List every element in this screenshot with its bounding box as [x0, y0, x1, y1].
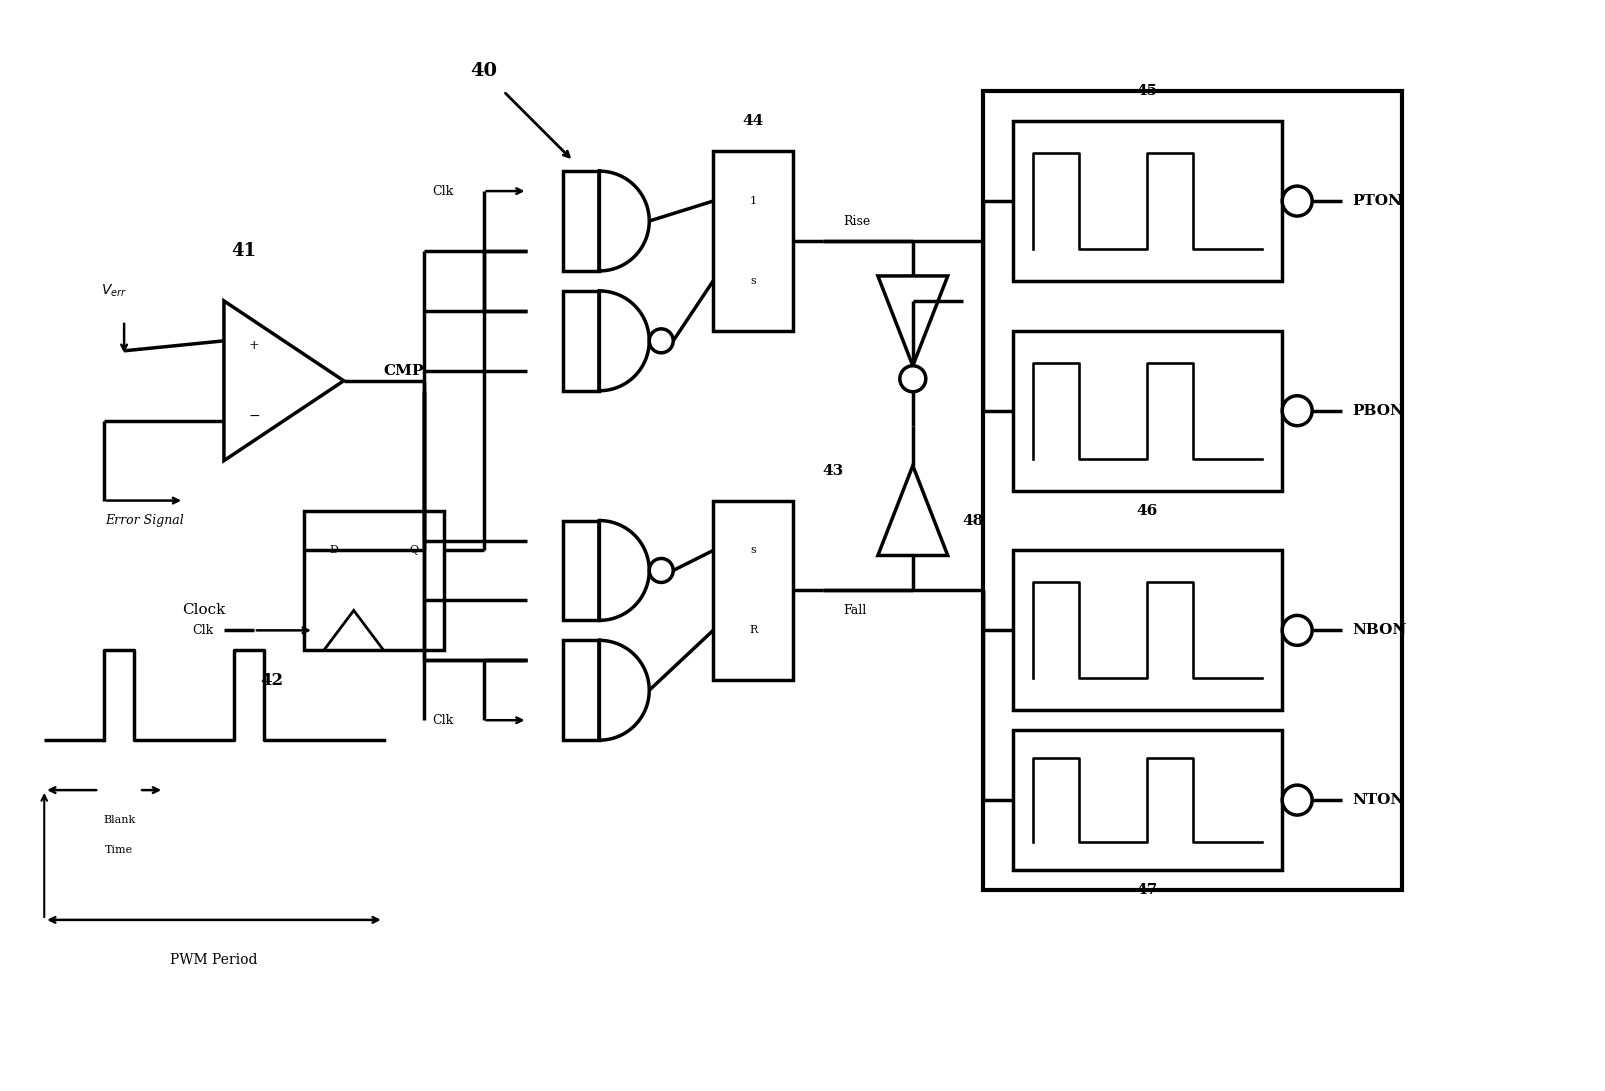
Text: PBON: PBON — [1351, 404, 1403, 418]
Text: PWM Period: PWM Period — [170, 952, 257, 967]
Polygon shape — [599, 291, 648, 391]
Circle shape — [899, 365, 924, 392]
Circle shape — [1281, 615, 1311, 646]
Text: NTON: NTON — [1351, 793, 1403, 807]
Text: R: R — [748, 625, 756, 635]
Text: 1: 1 — [750, 196, 756, 206]
Bar — [563, 520, 599, 621]
Text: Q: Q — [409, 546, 417, 555]
Text: Fall: Fall — [843, 604, 865, 616]
Text: Error Signal: Error Signal — [104, 514, 183, 527]
Bar — [563, 291, 599, 391]
Bar — [1013, 121, 1281, 280]
Circle shape — [1281, 396, 1311, 425]
Text: Blank: Blank — [103, 815, 135, 825]
Text: 44: 44 — [742, 115, 764, 129]
Text: D: D — [329, 546, 339, 555]
Text: PTON: PTON — [1351, 194, 1401, 208]
Bar — [982, 92, 1401, 890]
Polygon shape — [878, 466, 947, 555]
Text: CMP: CMP — [384, 363, 424, 377]
Text: +: + — [249, 339, 258, 352]
Text: NBON: NBON — [1351, 623, 1406, 637]
Text: 45: 45 — [1136, 84, 1157, 98]
Bar — [1013, 551, 1281, 710]
Bar — [1013, 331, 1281, 491]
Text: 43: 43 — [822, 464, 843, 478]
Text: 46: 46 — [1136, 504, 1157, 517]
Circle shape — [1281, 786, 1311, 815]
Bar — [563, 640, 599, 740]
Text: 41: 41 — [231, 242, 257, 260]
Polygon shape — [599, 640, 648, 740]
Text: s: s — [750, 276, 756, 286]
Text: 48: 48 — [961, 514, 982, 528]
Text: −: − — [247, 409, 260, 422]
Bar — [713, 152, 793, 331]
Text: Time: Time — [104, 846, 133, 855]
Circle shape — [648, 559, 672, 583]
Polygon shape — [223, 301, 343, 460]
Bar — [303, 511, 443, 650]
Circle shape — [648, 328, 672, 352]
Text: Clk: Clk — [193, 624, 213, 637]
Text: Rise: Rise — [843, 215, 870, 228]
Text: 40: 40 — [470, 62, 496, 81]
Bar — [713, 501, 793, 681]
Polygon shape — [599, 171, 648, 271]
Text: s: s — [750, 546, 756, 555]
Circle shape — [1281, 187, 1311, 216]
Text: 42: 42 — [260, 672, 284, 688]
Bar — [563, 171, 599, 271]
Text: Clk: Clk — [432, 714, 453, 727]
Text: $V_{err}$: $V_{err}$ — [101, 283, 127, 299]
Text: 47: 47 — [1136, 883, 1157, 897]
Text: Clock: Clock — [183, 603, 226, 618]
Text: Clk: Clk — [432, 184, 453, 197]
Bar — [1013, 730, 1281, 870]
Polygon shape — [599, 520, 648, 621]
Polygon shape — [878, 276, 947, 365]
